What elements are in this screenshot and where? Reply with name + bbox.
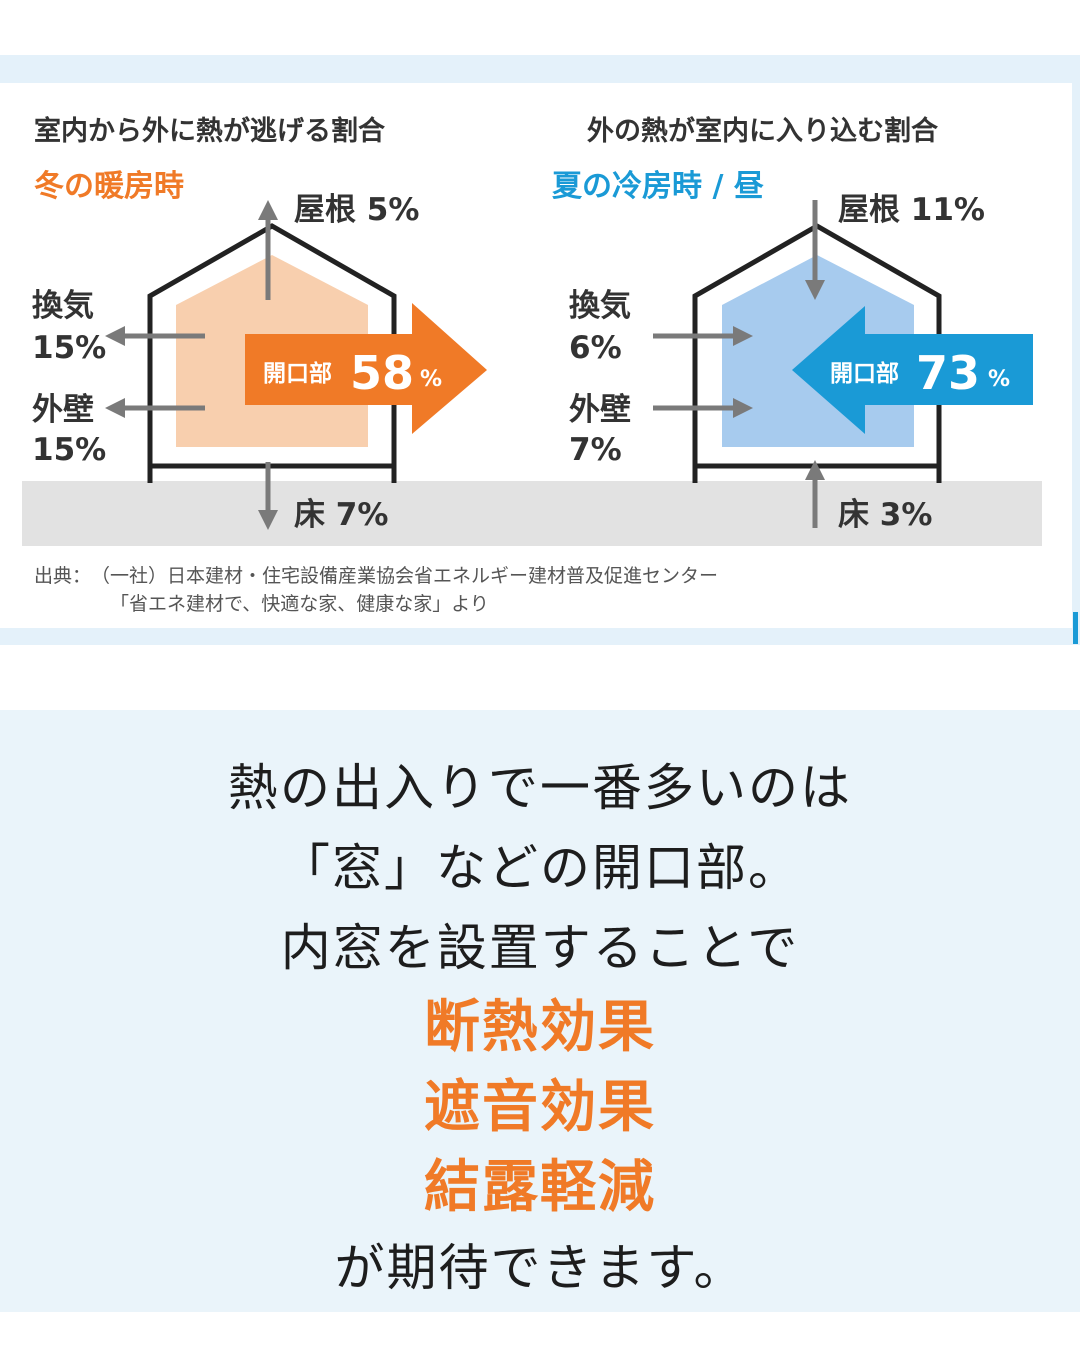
message-line-3: 内窓を設置することで xyxy=(280,919,800,977)
summer-opening-unit: % xyxy=(988,367,1010,392)
message-line-2: 「窓」などの開口部。 xyxy=(280,839,800,897)
benefit-condensation: 結露軽減 xyxy=(424,1155,656,1220)
summer-wall-label: 外壁 xyxy=(569,392,631,428)
summer-roof-label: 屋根 11% xyxy=(838,192,985,228)
heat-flow-diagram: 室内から外に熱が逃げる割合 冬の暖房時 屋根 5% 換気 15% 外壁 15% … xyxy=(22,115,1042,615)
summer-opening-arrow xyxy=(792,306,1033,434)
source-note-line1: 出典： （一社）日本建材・住宅設備産業協会省エネルギー建材普及促進センター xyxy=(34,565,718,587)
message-line-1: 熱の出入りで一番多いのは xyxy=(228,759,852,817)
edge-marker xyxy=(1073,612,1078,644)
winter-wall-label: 外壁 xyxy=(32,392,94,428)
summer-vent-value: 6% xyxy=(569,330,622,366)
winter-floor-label: 床 7% xyxy=(294,497,388,533)
winter-vent-value: 15% xyxy=(32,330,106,366)
summer-season-label: 夏の冷房時 / 昼 xyxy=(552,169,764,204)
source-note-line2: 「省エネ建材で、快適な家、健康な家」より xyxy=(110,593,489,615)
winter-opening-unit: % xyxy=(420,367,442,392)
winter-opening-value: 58 xyxy=(350,346,414,400)
winter-season-label: 冬の暖房時 xyxy=(34,169,184,204)
winter-opening-label: 開口部 xyxy=(263,360,332,387)
message-block: 熱の出入りで一番多いのは 「窓」などの開口部。 内窓を設置することで 断熱効果 … xyxy=(0,748,1080,1308)
winter-heading: 室内から外に熱が逃げる割合 xyxy=(34,115,385,147)
summer-vent-label: 換気 xyxy=(569,288,631,324)
benefit-insulation: 断熱効果 xyxy=(424,995,656,1060)
summer-opening-label: 開口部 xyxy=(830,360,899,387)
summer-floor-label: 床 3% xyxy=(838,497,932,533)
winter-roof-label: 屋根 5% xyxy=(294,192,419,228)
winter-wall-value: 15% xyxy=(32,432,106,468)
winter-opening-arrow xyxy=(245,303,487,434)
message-panel xyxy=(0,710,1080,1312)
summer-heading: 外の熱が室内に入り込む割合 xyxy=(587,115,938,147)
winter-vent-label: 換気 xyxy=(32,288,94,324)
summer-opening-value: 73 xyxy=(916,346,980,400)
benefit-soundproofing: 遮音効果 xyxy=(424,1075,656,1140)
ground-strip xyxy=(22,481,1042,546)
summer-wall-value: 7% xyxy=(569,432,622,468)
message-line-4: が期待できます。 xyxy=(334,1239,746,1297)
